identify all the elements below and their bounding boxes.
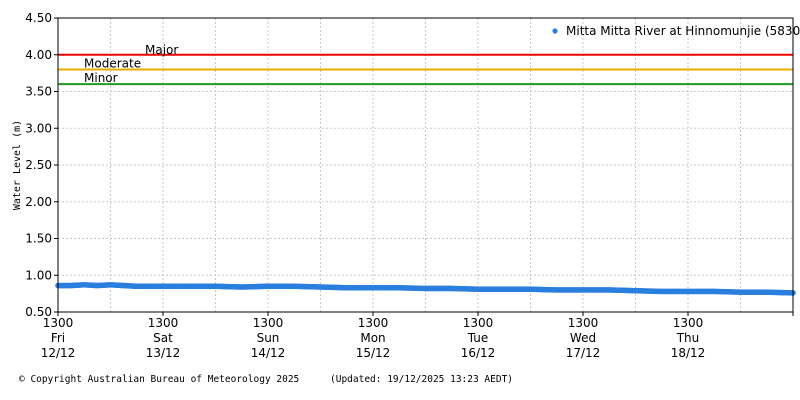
x-tick-label: 1300 Wed 17/12 — [566, 316, 601, 360]
x-tick-day: Mon — [360, 331, 385, 345]
x-tick-time: 1300 — [463, 316, 494, 330]
x-tick-date: 16/12 — [461, 346, 496, 360]
y-tick-label: 3.50 — [25, 85, 52, 99]
y-tick-label: 2.00 — [25, 195, 52, 209]
flood-level-label-minor: Minor — [84, 71, 118, 85]
x-tick-date: 18/12 — [671, 346, 706, 360]
x-tick-time: 1300 — [253, 316, 284, 330]
x-tick-time: 1300 — [358, 316, 389, 330]
x-tick-date: 15/12 — [356, 346, 391, 360]
x-tick-day: Fri — [51, 331, 65, 345]
x-tick-day: Sun — [257, 331, 280, 345]
x-tick-label: 1300 Sun 14/12 — [251, 316, 286, 360]
series-points — [55, 282, 796, 296]
x-tick-day: Thu — [676, 331, 700, 345]
y-tick-label: 1.00 — [25, 268, 52, 282]
legend-marker-icon — [552, 28, 558, 34]
axes — [54, 17, 794, 316]
legend-series-name: Mitta Mitta River at Hinnomunjie (583005… — [566, 24, 800, 38]
x-tick-label: 1300 Fri 12/12 — [41, 316, 76, 360]
x-tick-label: 1300 Tue 16/12 — [461, 316, 496, 360]
x-tick-date: 17/12 — [566, 346, 601, 360]
x-tick-day: Tue — [467, 331, 489, 345]
copyright-text: © Copyright Australian Bureau of Meteoro… — [19, 374, 300, 385]
y-tick-label: 4.50 — [25, 11, 52, 25]
flood-level-label-major: Major — [145, 43, 178, 57]
grid-lines — [58, 17, 793, 313]
x-tick-day: Sat — [153, 331, 173, 345]
y-tick-label: 2.50 — [25, 158, 52, 172]
x-tick-time: 1300 — [673, 316, 704, 330]
x-tick-date: 12/12 — [41, 346, 76, 360]
x-tick-date: 13/12 — [146, 346, 181, 360]
x-tick-time: 1300 — [568, 316, 599, 330]
flood-level-label-moderate: Moderate — [84, 56, 141, 70]
x-tick-label: 1300 Mon 15/12 — [356, 316, 391, 360]
y-tick-label: 3.00 — [25, 121, 52, 135]
x-tick-time: 1300 — [43, 316, 74, 330]
x-tick-label: 1300 Sat 13/12 — [146, 316, 181, 360]
y-tick-label: 1.50 — [25, 232, 52, 246]
updated-timestamp: (Updated: 19/12/2025 13:23 AEDT) — [330, 374, 514, 385]
x-tick-day: Wed — [570, 331, 596, 345]
y-tick-labels: 4.50 4.00 3.50 3.00 2.50 2.00 1.50 1.00 0.50 — [25, 11, 52, 319]
x-tick-label: 1300 Thu 18/12 — [671, 316, 706, 360]
legend: Mitta Mitta River at Hinnomunjie (583005… — [552, 24, 800, 38]
x-tick-time: 1300 — [148, 316, 179, 330]
y-axis-label: Water Level (m) — [12, 120, 23, 210]
x-tick-date: 14/12 — [251, 346, 286, 360]
y-tick-label: 0.50 — [25, 305, 52, 319]
y-tick-label: 4.00 — [25, 48, 52, 62]
